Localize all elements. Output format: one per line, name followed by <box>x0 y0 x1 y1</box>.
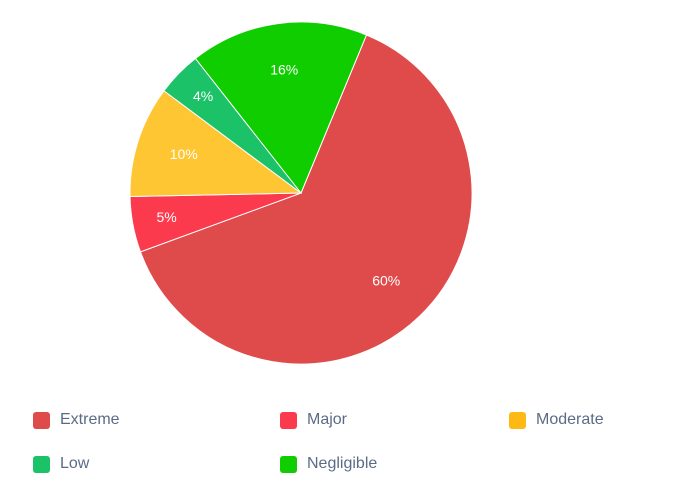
slice-label-low: 4% <box>193 88 213 104</box>
slice-label-extreme: 60% <box>372 273 400 289</box>
legend-swatch-low <box>33 455 50 473</box>
legend-swatch-negligible <box>280 455 297 473</box>
pie-slice-extreme[interactable] <box>139 34 473 365</box>
slice-label-negligible: 16% <box>270 62 298 78</box>
slice-label-major: 5% <box>156 209 176 225</box>
legend-label-major: Major <box>307 411 348 428</box>
legend-item-negligible[interactable]: Negligible <box>280 455 377 473</box>
legend-label-negligible: Negligible <box>307 455 378 472</box>
legend-label-extreme: Extreme <box>60 411 120 428</box>
pie-slice-negligible[interactable] <box>194 21 368 194</box>
legend-item-extreme[interactable]: Extreme <box>33 411 120 429</box>
pie-slice-moderate[interactable] <box>129 90 303 198</box>
legend-label-low: Low <box>60 455 90 472</box>
legend-swatch-extreme <box>33 411 50 429</box>
legend-swatch-major <box>280 411 297 429</box>
legend-label-moderate: Moderate <box>536 411 604 428</box>
legend-item-major[interactable]: Major <box>280 411 347 429</box>
legend-swatch-moderate <box>509 411 526 429</box>
slice-label-moderate: 10% <box>170 146 198 162</box>
legend-item-low[interactable]: Low <box>33 455 89 473</box>
legend-item-moderate[interactable]: Moderate <box>509 411 604 429</box>
